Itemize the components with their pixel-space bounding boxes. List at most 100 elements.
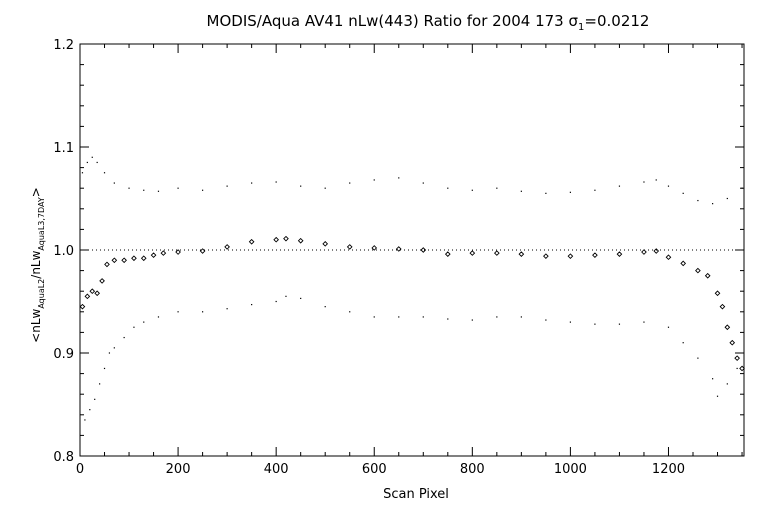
data-point xyxy=(371,245,378,251)
data-point xyxy=(91,156,93,158)
data-point xyxy=(494,250,500,256)
data-point xyxy=(496,187,498,189)
data-point xyxy=(104,261,110,268)
y-tick-label: 1.0 xyxy=(53,244,74,259)
data-point xyxy=(594,323,596,325)
x-tick-label: 1000 xyxy=(554,462,587,477)
data-point xyxy=(682,342,684,344)
data-point xyxy=(726,197,728,200)
data-point xyxy=(99,278,105,284)
y-tick-label: 1.1 xyxy=(53,141,74,156)
data-point xyxy=(349,182,351,184)
data-point xyxy=(111,257,118,264)
data-point xyxy=(471,319,473,321)
data-point xyxy=(716,395,719,397)
data-point xyxy=(273,236,279,243)
data-point xyxy=(518,251,525,257)
data-point xyxy=(395,246,402,252)
data-point xyxy=(346,244,353,250)
data-point xyxy=(108,352,111,354)
data-point xyxy=(682,192,684,194)
data-point xyxy=(123,336,125,339)
data-point xyxy=(741,187,743,189)
data-point xyxy=(719,303,726,310)
data-point xyxy=(157,190,160,192)
data-point xyxy=(285,295,287,297)
data-point xyxy=(616,251,623,257)
data-point xyxy=(324,306,326,308)
data-point xyxy=(177,187,179,189)
data-point xyxy=(86,161,88,164)
data-point xyxy=(297,237,304,244)
data-point xyxy=(653,248,660,254)
data-point xyxy=(103,172,106,174)
data-point xyxy=(520,190,522,192)
data-point xyxy=(726,383,728,385)
data-point xyxy=(81,172,84,174)
data-point xyxy=(79,303,86,310)
y-axis-label-mid: /nLw xyxy=(29,250,43,278)
y-axis-label-prefix: <nLw xyxy=(29,308,43,342)
data-point xyxy=(618,323,621,325)
data-point xyxy=(734,355,740,361)
data-point xyxy=(567,253,574,260)
chart-title-sigma-subscript: 1 xyxy=(578,22,584,33)
y-axis-label-subscript-1: AquaL2 xyxy=(37,279,46,309)
data-point xyxy=(665,254,672,261)
data-point xyxy=(447,187,449,189)
data-point xyxy=(226,185,228,187)
data-point xyxy=(543,253,549,260)
data-point xyxy=(469,250,476,256)
data-point xyxy=(300,185,302,187)
data-point xyxy=(697,199,699,202)
data-point xyxy=(283,235,289,242)
data-point xyxy=(618,185,621,187)
data-point xyxy=(739,365,745,372)
data-point xyxy=(641,249,647,255)
data-point xyxy=(655,179,657,181)
data-point xyxy=(175,249,181,255)
data-point xyxy=(398,316,400,318)
data-point xyxy=(94,290,101,297)
data-point xyxy=(569,191,571,193)
x-axis: 0 200 400 600 800 1000 1200 xyxy=(76,44,743,477)
data-point xyxy=(177,311,179,313)
data-point xyxy=(667,326,670,328)
chart-title-sigma: σ xyxy=(569,12,579,30)
series-mean-ratio xyxy=(79,235,745,372)
data-point xyxy=(84,419,86,421)
data-point xyxy=(422,316,424,318)
data-point xyxy=(496,316,498,318)
chart-title-value: =0.0212 xyxy=(584,12,649,30)
y-tick-label: 0.8 xyxy=(53,450,74,465)
data-point xyxy=(143,321,145,323)
data-point xyxy=(667,185,670,187)
data-point xyxy=(201,189,204,191)
data-point xyxy=(398,177,400,179)
data-point xyxy=(545,192,547,194)
y-axis-label-subscript-2: AquaL3,7DAY xyxy=(37,197,46,250)
data-point xyxy=(157,316,160,318)
data-point xyxy=(89,288,96,295)
y-tick-label: 0.9 xyxy=(53,347,74,362)
x-tick-label: 0 xyxy=(76,462,84,477)
data-point xyxy=(275,181,277,183)
data-point xyxy=(714,290,721,297)
data-point xyxy=(94,398,96,400)
data-point xyxy=(422,182,424,184)
data-point xyxy=(143,189,145,191)
y-axis: 0.8 0.9 1.0 1.1 1.2 xyxy=(53,38,744,465)
chart-title: MODIS/Aqua AV41 nLw(443) Ratio for 2004 … xyxy=(207,12,650,33)
data-point xyxy=(113,347,115,349)
data-point xyxy=(704,272,711,279)
data-point xyxy=(133,326,135,328)
data-point xyxy=(520,316,522,318)
data-point xyxy=(113,182,115,184)
x-tick-label: 600 xyxy=(362,462,387,477)
data-point xyxy=(99,383,101,385)
data-point xyxy=(324,187,326,189)
y-axis-label-suffix: > xyxy=(29,187,43,197)
data-point xyxy=(226,308,228,310)
data-point xyxy=(150,252,157,258)
data-point xyxy=(84,293,91,300)
